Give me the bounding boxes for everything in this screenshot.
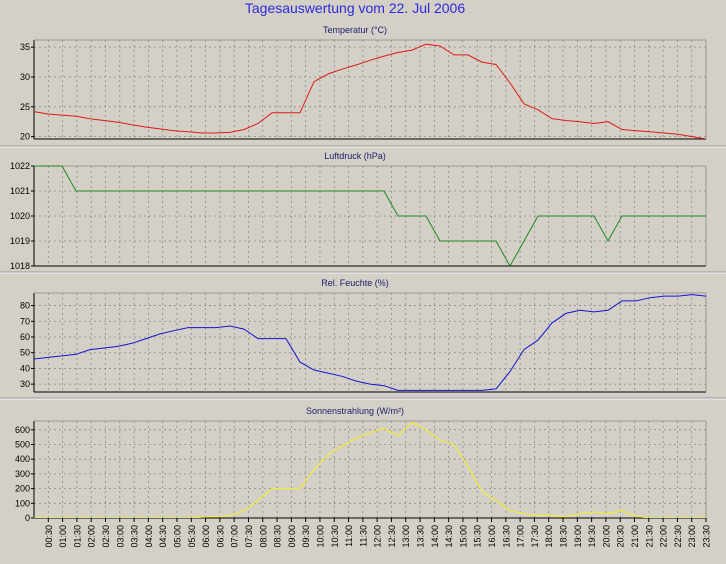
plot-area <box>34 293 706 392</box>
x-tick-label: 13:00 <box>401 525 411 548</box>
y-tick-label: 60 <box>20 332 30 342</box>
panel-title: Temperatur (°C) <box>323 25 387 35</box>
x-tick-label: 02:30 <box>101 525 111 548</box>
y-tick-label: 30 <box>20 72 30 82</box>
x-tick-label: 03:00 <box>115 525 125 548</box>
x-tick-label: 03:30 <box>130 525 140 548</box>
x-tick-label: 15:30 <box>473 525 483 548</box>
data-series-line <box>34 43 706 139</box>
chart-panel-2: Luftdruck (hPa) 1018 1019 1020 1021 1022 <box>0 151 726 274</box>
x-tick-label: 22:30 <box>673 525 683 548</box>
x-tick-label: 07:30 <box>244 525 254 548</box>
x-tick-label: 04:00 <box>144 525 154 548</box>
y-tick-label: 25 <box>20 102 30 112</box>
x-tick-label: 11:00 <box>344 525 354 547</box>
chart-panel-3: Rel. Feuchte (%) 30 40 50 60 70 80 <box>0 278 726 400</box>
x-tick-label: 04:30 <box>158 525 168 548</box>
y-tick-label: 0 <box>25 513 30 523</box>
chart-panel-4: Sonnenstrahlung (W/m²) 0 100 200 300 400 500 60… <box>15 406 707 523</box>
x-tick-label: 00:30 <box>44 525 54 548</box>
y-tick-label: 1018 <box>10 261 30 271</box>
x-tick-label: 08:00 <box>258 525 268 548</box>
x-tick-label: 05:30 <box>187 525 197 548</box>
x-tick-label: 01:30 <box>72 525 82 548</box>
data-series-line <box>34 294 706 391</box>
data-series-line <box>34 165 706 266</box>
x-tick-label: 22:00 <box>659 525 669 548</box>
x-tick-label: 19:00 <box>573 525 583 548</box>
x-tick-label: 18:30 <box>559 525 569 548</box>
y-tick-label: 35 <box>20 42 30 52</box>
panel-title: Luftdruck (hPa) <box>324 151 386 161</box>
x-tick-label: 14:00 <box>430 525 440 548</box>
x-tick-label: 06:30 <box>215 525 225 548</box>
x-tick-label: 20:00 <box>601 525 611 548</box>
x-tick-label: 10:30 <box>330 525 340 548</box>
data-series-line <box>34 421 706 518</box>
y-tick-label: 20 <box>20 132 30 142</box>
x-tick-label: 17:00 <box>516 525 526 548</box>
x-tick-label: 11:30 <box>358 525 368 547</box>
plot-area <box>34 40 706 139</box>
panel-title: Rel. Feuchte (%) <box>321 278 389 288</box>
chart-panel-1: Temperatur (°C) 20 25 30 35 <box>0 25 726 148</box>
y-tick-label: 400 <box>15 454 30 464</box>
x-tick-label: 13:30 <box>416 525 426 548</box>
x-tick-label: 12:00 <box>373 525 383 548</box>
y-tick-label: 300 <box>15 469 30 479</box>
y-tick-label: 100 <box>15 498 30 508</box>
y-tick-label: 80 <box>20 301 30 311</box>
x-tick-label: 15:00 <box>458 525 468 548</box>
x-tick-label: 07:00 <box>230 525 240 548</box>
y-tick-label: 1019 <box>10 236 30 246</box>
x-tick-label: 16:30 <box>501 525 511 548</box>
x-tick-label: 05:00 <box>173 525 183 548</box>
x-tick-label: 16:00 <box>487 525 497 548</box>
y-tick-label: 1022 <box>10 161 30 171</box>
x-tick-label: 19:30 <box>587 525 597 548</box>
y-tick-label: 500 <box>15 440 30 450</box>
x-tick-label: 02:00 <box>87 525 97 548</box>
x-tick-label: 20:30 <box>616 525 626 548</box>
plot-area <box>34 421 706 518</box>
y-tick-label: 200 <box>15 484 30 494</box>
x-tick-label: 09:00 <box>287 525 297 548</box>
x-tick-label: 21:30 <box>644 525 654 548</box>
x-tick-label: 06:00 <box>201 525 211 548</box>
x-tick-label: 10:00 <box>316 525 326 548</box>
panel-title: Sonnenstrahlung (W/m²) <box>306 406 404 416</box>
y-tick-label: 600 <box>15 425 30 435</box>
x-tick-label: 12:30 <box>387 525 397 548</box>
x-tick-label: 17:30 <box>530 525 540 548</box>
y-tick-label: 50 <box>20 348 30 358</box>
y-tick-label: 1021 <box>10 186 30 196</box>
x-tick-label: 14:30 <box>444 525 454 548</box>
x-tick-label: 08:30 <box>273 525 283 548</box>
x-tick-label: 23:00 <box>687 525 697 548</box>
y-tick-label: 40 <box>20 363 30 373</box>
x-tick-label: 21:00 <box>630 525 640 548</box>
y-tick-label: 1020 <box>10 211 30 221</box>
x-tick-label: 23:30 <box>702 525 712 548</box>
y-tick-label: 70 <box>20 316 30 326</box>
x-tick-label: 01:00 <box>58 525 68 548</box>
main-title: Tagesauswertung vom 22. Jul 2006 <box>245 0 465 16</box>
x-tick-label: 09:30 <box>301 525 311 548</box>
x-tick-label: 18:00 <box>544 525 554 548</box>
y-tick-label: 30 <box>20 379 30 389</box>
x-axis-labels: 00:30 01:00 01:30 02:00 02:30 03:00 03:30 04:00… <box>44 518 712 548</box>
